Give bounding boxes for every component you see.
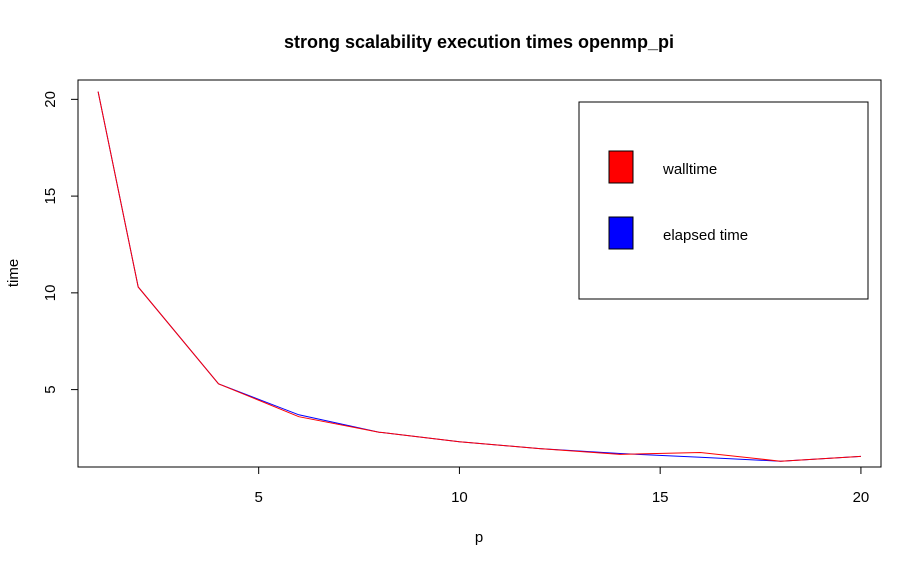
legend-box [578,101,869,300]
chart-title: strong scalability execution times openm… [284,32,674,52]
legend-label-elapsed-time: elapsed time [663,227,748,244]
x-tick-label: 15 [652,489,669,506]
plot-frame [77,79,882,468]
x-tick-label: 10 [451,489,468,506]
legend: walltime elapsed time [578,101,869,300]
legend-label-walltime: walltime [662,161,717,178]
x-tick-label: 20 [853,489,870,506]
y-axis: 5 10 15 20 [42,91,78,394]
x-axis: 5 10 15 20 [255,467,870,506]
y-tick-label: 5 [42,385,59,393]
y-tick-label: 15 [42,188,59,205]
y-axis-label: time [5,259,22,287]
legend-swatch-walltime [608,150,634,184]
x-axis-label: p [475,529,483,546]
series-line-walltime [97,91,861,462]
x-tick-label: 5 [255,489,263,506]
y-tick-label: 20 [42,91,59,108]
series-layer [97,91,861,462]
legend-swatch-elapsed-time [608,216,634,250]
y-tick-label: 10 [42,285,59,302]
